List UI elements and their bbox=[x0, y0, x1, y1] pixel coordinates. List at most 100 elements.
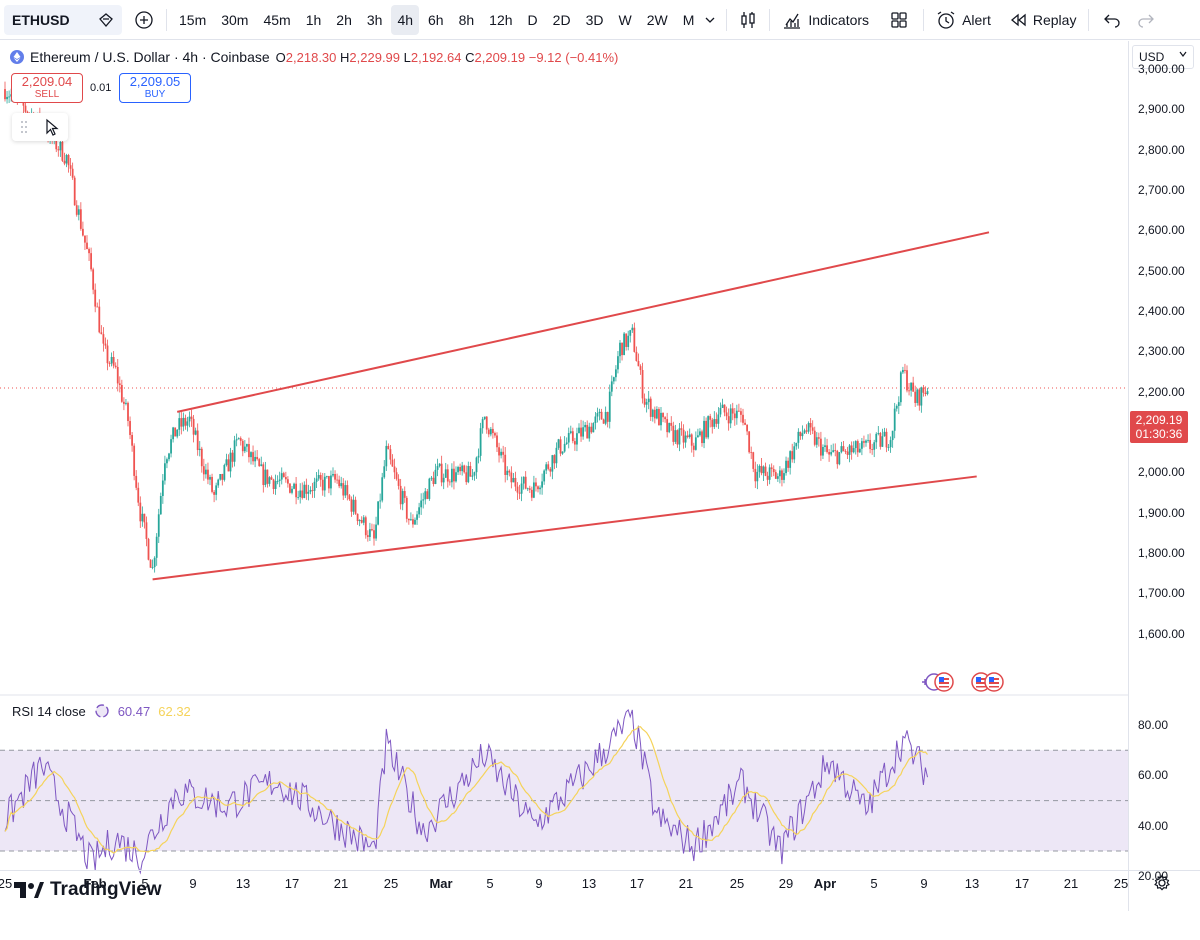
candle bbox=[658, 407, 660, 426]
timeframe-6h[interactable]: 6h bbox=[428, 11, 444, 28]
price-axis-label: 2,600.00 bbox=[1138, 223, 1185, 238]
candle bbox=[815, 432, 818, 448]
timeframe-12h[interactable]: 12h bbox=[489, 11, 513, 28]
undo-icon[interactable] bbox=[1095, 5, 1129, 35]
candle bbox=[569, 425, 572, 435]
gear-icon[interactable] bbox=[1153, 874, 1171, 892]
candle bbox=[96, 302, 99, 308]
lower-channel-trendline[interactable] bbox=[152, 475, 977, 581]
candles-chart-type-icon[interactable] bbox=[733, 5, 763, 35]
candle bbox=[323, 473, 326, 497]
candle bbox=[879, 431, 882, 450]
drag-handle-icon[interactable] bbox=[20, 120, 28, 134]
candle bbox=[463, 464, 466, 474]
tradingview-logo[interactable]: TradingView bbox=[14, 879, 162, 901]
economic-event-us-flag-icon[interactable] bbox=[920, 671, 958, 693]
chevron-down-icon[interactable] bbox=[700, 5, 720, 35]
symbol-search[interactable]: ETHUSD bbox=[4, 4, 122, 35]
time-axis[interactable] bbox=[0, 870, 1200, 900]
indicators-chart-icon bbox=[782, 10, 802, 30]
candle bbox=[758, 464, 761, 478]
candle bbox=[303, 481, 306, 499]
economic-event-us-flag-icon[interactable] bbox=[970, 671, 1006, 693]
timeframe-2w[interactable]: 2W bbox=[646, 11, 668, 28]
candle bbox=[451, 463, 453, 488]
indicators-button[interactable]: Indicators bbox=[776, 5, 875, 35]
timeframe-d[interactable]: D bbox=[527, 11, 538, 28]
timeframe-15m[interactable]: 15m bbox=[179, 11, 207, 28]
candle bbox=[504, 447, 507, 483]
timeframe-8h[interactable]: 8h bbox=[458, 11, 475, 28]
timeframe-2h[interactable]: 2h bbox=[336, 11, 352, 28]
timeframe-30m[interactable]: 30m bbox=[221, 11, 249, 28]
candle bbox=[125, 398, 127, 406]
candle bbox=[924, 386, 927, 397]
candle bbox=[881, 428, 884, 447]
current-price-tag: 2,209.19 01:30:36 bbox=[1130, 411, 1188, 443]
candle bbox=[604, 406, 607, 426]
price-axis-label: 2,500.00 bbox=[1138, 263, 1185, 278]
candle bbox=[110, 352, 113, 367]
rsi-title[interactable]: RSI 14 close bbox=[12, 703, 86, 719]
timeframe-m[interactable]: M bbox=[682, 11, 695, 28]
candle bbox=[383, 460, 386, 479]
candle bbox=[871, 443, 874, 455]
candle bbox=[858, 443, 861, 454]
alert-button[interactable]: Alert bbox=[930, 5, 997, 35]
candle bbox=[282, 471, 285, 478]
layout-grid-icon[interactable] bbox=[881, 5, 917, 35]
tradingview-logo-text: TradingView bbox=[50, 879, 162, 900]
chart-area[interactable]: USD 3,000.00 2,900.00 2,800.00 2,700.00 2,60… bbox=[0, 41, 1200, 911]
timeframe-list: 15m 30m 45m 1h 2h 3h 4h 6h 8h 12h D 2D 3D W 2W M bbox=[173, 4, 700, 35]
sell-label: SELL bbox=[34, 89, 60, 100]
candle bbox=[688, 428, 691, 439]
redo-icon[interactable] bbox=[1129, 5, 1163, 35]
candle bbox=[539, 485, 541, 495]
time-axis-label: 29 bbox=[778, 876, 794, 891]
timeframe-4h[interactable]: 4h bbox=[391, 4, 420, 35]
timeframe-1h[interactable]: 1h bbox=[305, 11, 322, 28]
candle bbox=[430, 475, 433, 481]
candle bbox=[590, 422, 593, 434]
candle bbox=[73, 175, 76, 206]
timeframe-45m[interactable]: 45m bbox=[263, 11, 291, 28]
timeframe-3h[interactable]: 3h bbox=[366, 11, 383, 28]
candle bbox=[660, 406, 662, 431]
candle bbox=[266, 469, 269, 488]
candle bbox=[612, 376, 615, 385]
price-axis[interactable] bbox=[1128, 41, 1200, 911]
candle bbox=[807, 421, 810, 434]
candle bbox=[227, 454, 230, 472]
chart-canvas[interactable] bbox=[0, 41, 1128, 911]
legend-title[interactable]: Ethereum / U.S. Dollar · 4h · Coinbase bbox=[30, 49, 270, 65]
sell-price: 2,209.04 bbox=[21, 74, 73, 89]
compare-diamond-icon[interactable] bbox=[98, 12, 114, 28]
buy-button[interactable]: 2,209.05 BUY bbox=[119, 73, 191, 103]
candle bbox=[629, 329, 632, 343]
cursor-arrow-icon[interactable] bbox=[44, 118, 60, 136]
time-axis-label: 5 bbox=[870, 876, 878, 891]
candle bbox=[672, 421, 675, 446]
upper-channel-trendline[interactable] bbox=[176, 231, 990, 413]
candle bbox=[586, 420, 589, 439]
timeframe-2d[interactable]: 2D bbox=[552, 11, 571, 28]
add-symbol-plus-icon[interactable] bbox=[128, 5, 160, 35]
candle bbox=[496, 432, 498, 453]
candle bbox=[186, 416, 189, 432]
timeframe-w[interactable]: W bbox=[618, 11, 632, 28]
candle bbox=[789, 450, 792, 475]
price-axis-label: 2,200.00 bbox=[1138, 384, 1185, 399]
candle bbox=[889, 436, 892, 453]
candle bbox=[711, 417, 714, 434]
rsi-ma-line[interactable] bbox=[4, 726, 928, 854]
rsi-line[interactable] bbox=[4, 708, 928, 875]
price-axis-label: 2,900.00 bbox=[1138, 102, 1185, 117]
candle bbox=[559, 436, 562, 457]
timeframe-3d[interactable]: 3D bbox=[585, 11, 604, 28]
replay-button[interactable]: Replay bbox=[1003, 5, 1083, 35]
sell-button[interactable]: 2,209.04 SELL bbox=[11, 73, 83, 103]
candle bbox=[576, 427, 578, 452]
currency-select[interactable]: USD bbox=[1132, 45, 1194, 69]
candle bbox=[243, 440, 246, 454]
candle bbox=[776, 473, 779, 482]
